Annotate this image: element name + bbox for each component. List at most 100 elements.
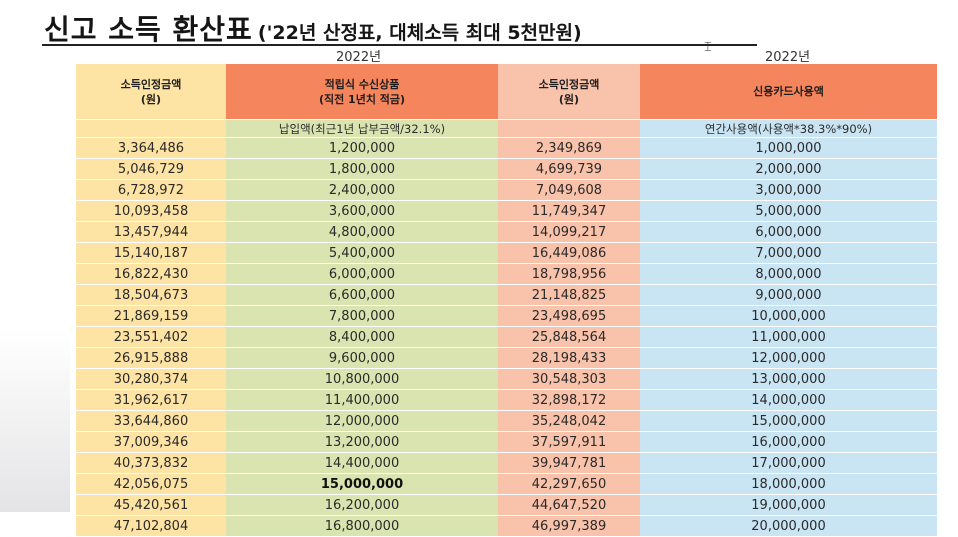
- income-recognized-cell: 16,449,086: [498, 242, 640, 264]
- savings-payment-cell: 7,800,000: [226, 305, 498, 327]
- table-row: 47,102,804 16,800,000 46,997,389 20,000,000: [76, 515, 937, 537]
- savings-payment-cell: 6,000,000: [226, 263, 498, 285]
- savings-payment-cell: 1,200,000: [226, 137, 498, 159]
- subheader-row: 납입액(최근1년 납부금액/32.1%) 연간사용액(사용액*38.3%*90%…: [76, 119, 937, 138]
- income-recognized-cell: 13,457,944: [76, 221, 226, 243]
- table-row: 6,728,972 2,400,000 7,049,608 3,000,000: [76, 179, 937, 201]
- card-usage-cell: 11,000,000: [640, 326, 937, 348]
- savings-payment-cell: 2,400,000: [226, 179, 498, 201]
- income-recognized-cell: 35,248,042: [498, 410, 640, 432]
- card-usage-cell: 10,000,000: [640, 305, 937, 327]
- card-usage-cell: 15,000,000: [640, 410, 937, 432]
- table-row: 13,457,944 4,800,000 14,099,217 6,000,000: [76, 221, 937, 243]
- table-row: 18,504,673 6,600,000 21,148,825 9,000,000: [76, 284, 937, 306]
- subheader-payment-amount: 납입액(최근1년 납부금액/32.1%): [226, 119, 498, 138]
- income-recognized-cell: 18,504,673: [76, 284, 226, 306]
- savings-payment-cell: 16,200,000: [226, 494, 498, 516]
- income-conversion-table: 소득인정금액 (원) 적립식 수신상품 (직전 1년치 적금) 소득인정금액 (…: [76, 64, 937, 537]
- card-usage-cell: 1,000,000: [640, 137, 937, 159]
- header-row: 소득인정금액 (원) 적립식 수신상품 (직전 1년치 적금) 소득인정금액 (…: [76, 64, 937, 120]
- card-usage-cell: 18,000,000: [640, 473, 937, 495]
- savings-payment-cell: 16,800,000: [226, 515, 498, 537]
- card-usage-cell: 12,000,000: [640, 347, 937, 369]
- income-recognized-cell: 21,148,825: [498, 284, 640, 306]
- income-recognized-cell: 40,373,832: [76, 452, 226, 474]
- savings-payment-cell: 5,400,000: [226, 242, 498, 264]
- card-usage-cell: 19,000,000: [640, 494, 937, 516]
- table-row: 16,822,430 6,000,000 18,798,956 8,000,000: [76, 263, 937, 285]
- income-recognized-cell: 37,009,346: [76, 431, 226, 453]
- savings-payment-cell: 12,000,000: [226, 410, 498, 432]
- title-main: 신고 소득 환산표: [44, 13, 253, 46]
- subheader-empty-3: [498, 119, 640, 138]
- savings-payment-cell: 11,400,000: [226, 389, 498, 411]
- income-recognized-cell: 37,597,911: [498, 431, 640, 453]
- table-row: 37,009,346 13,200,000 37,597,911 16,000,000: [76, 431, 937, 453]
- income-recognized-cell: 7,049,608: [498, 179, 640, 201]
- header-income-recognized-2: 소득인정금액 (원): [498, 64, 640, 120]
- subheader-annual-usage: 연간사용액(사용액*38.3%*90%): [640, 119, 937, 138]
- income-recognized-cell: 15,140,187: [76, 242, 226, 264]
- card-usage-cell: 13,000,000: [640, 368, 937, 390]
- income-recognized-cell: 21,869,159: [76, 305, 226, 327]
- savings-payment-cell: 1,800,000: [226, 158, 498, 180]
- income-recognized-cell: 28,198,433: [498, 347, 640, 369]
- income-recognized-cell: 30,280,374: [76, 368, 226, 390]
- income-recognized-cell: 3,364,486: [76, 137, 226, 159]
- table-row: 26,915,888 9,600,000 28,198,433 12,000,000: [76, 347, 937, 369]
- table-row: 23,551,402 8,400,000 25,848,564 11,000,000: [76, 326, 937, 348]
- table-row: 42,056,075 15,000,000 42,297,650 18,000,000: [76, 473, 937, 495]
- income-recognized-cell: 26,915,888: [76, 347, 226, 369]
- table-row: 15,140,187 5,400,000 16,449,086 7,000,000: [76, 242, 937, 264]
- table-row: 30,280,374 10,800,000 30,548,303 13,000,000: [76, 368, 937, 390]
- income-recognized-cell: 2,349,869: [498, 137, 640, 159]
- table-row: 5,046,729 1,800,000 4,699,739 2,000,000: [76, 158, 937, 180]
- card-usage-cell: 20,000,000: [640, 515, 937, 537]
- income-recognized-cell: 11,749,347: [498, 200, 640, 222]
- table-row: 31,962,617 11,400,000 32,898,172 14,000,000: [76, 389, 937, 411]
- income-recognized-cell: 44,647,520: [498, 494, 640, 516]
- income-recognized-cell: 4,699,739: [498, 158, 640, 180]
- income-recognized-cell: 47,102,804: [76, 515, 226, 537]
- income-recognized-cell: 42,056,075: [76, 473, 226, 495]
- card-usage-cell: 5,000,000: [640, 200, 937, 222]
- card-usage-cell: 2,000,000: [640, 158, 937, 180]
- income-recognized-cell: 6,728,972: [76, 179, 226, 201]
- savings-payment-cell: 14,400,000: [226, 452, 498, 474]
- savings-payment-cell: 4,800,000: [226, 221, 498, 243]
- year-label-left: 2022년: [336, 50, 382, 65]
- savings-payment-cell: 6,600,000: [226, 284, 498, 306]
- table-row: 10,093,458 3,600,000 11,749,347 5,000,000: [76, 200, 937, 222]
- table-row: 21,869,159 7,800,000 23,498,695 10,000,000: [76, 305, 937, 327]
- savings-payment-cell: 15,000,000: [226, 473, 498, 495]
- income-recognized-cell: 33,644,860: [76, 410, 226, 432]
- income-recognized-cell: 16,822,430: [76, 263, 226, 285]
- income-recognized-cell: 5,046,729: [76, 158, 226, 180]
- income-recognized-cell: 46,997,389: [498, 515, 640, 537]
- income-recognized-cell: 39,947,781: [498, 452, 640, 474]
- income-recognized-cell: 10,093,458: [76, 200, 226, 222]
- table-row: 40,373,832 14,400,000 39,947,781 17,000,000: [76, 452, 937, 474]
- card-usage-cell: 6,000,000: [640, 221, 937, 243]
- card-usage-cell: 17,000,000: [640, 452, 937, 474]
- subheader-empty-1: [76, 119, 226, 138]
- income-recognized-cell: 18,798,956: [498, 263, 640, 285]
- header-savings-product: 적립식 수신상품 (직전 1년치 적금): [226, 64, 498, 120]
- header-income-recognized-1: 소득인정금액 (원): [76, 64, 226, 120]
- title-underline: [42, 44, 757, 46]
- savings-payment-cell: 8,400,000: [226, 326, 498, 348]
- card-usage-cell: 16,000,000: [640, 431, 937, 453]
- income-recognized-cell: 42,297,650: [498, 473, 640, 495]
- table-row: 3,364,486 1,200,000 2,349,869 1,000,000: [76, 137, 937, 159]
- savings-payment-cell: 3,600,000: [226, 200, 498, 222]
- card-usage-cell: 14,000,000: [640, 389, 937, 411]
- card-usage-cell: 9,000,000: [640, 284, 937, 306]
- income-recognized-cell: 31,962,617: [76, 389, 226, 411]
- table-row: 45,420,561 16,200,000 44,647,520 19,000,000: [76, 494, 937, 516]
- header-credit-card-usage: 신용카드사용액: [640, 64, 937, 120]
- title-sub: ('22년 산정표, 대체소득 최대 5천만원): [257, 22, 582, 44]
- income-recognized-cell: 23,498,695: [498, 305, 640, 327]
- page-title: 신고 소득 환산표 ('22년 산정표, 대체소득 최대 5천만원): [44, 8, 582, 48]
- text-cursor-icon: ⌶: [704, 40, 712, 55]
- card-usage-cell: 8,000,000: [640, 263, 937, 285]
